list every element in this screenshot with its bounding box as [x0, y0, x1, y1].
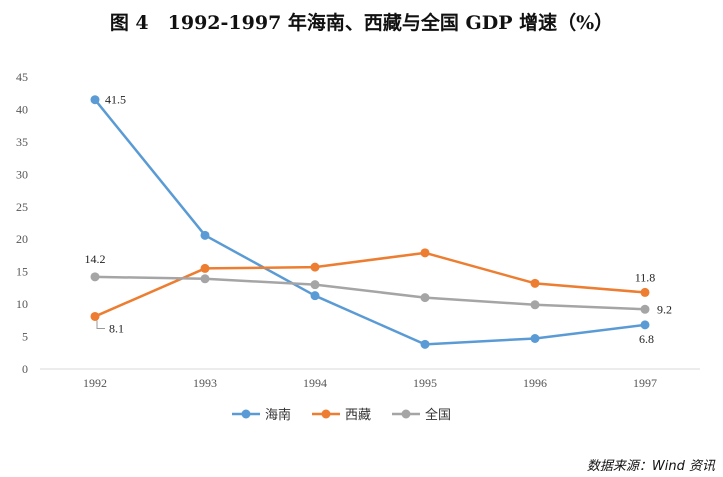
data-label: 8.1: [109, 321, 124, 335]
data-point: [200, 230, 210, 240]
x-tick-label: 1995: [413, 376, 437, 390]
legend[interactable]: 海南 西藏 全国: [232, 407, 451, 423]
source-note: 数据来源：Wind 资讯: [586, 459, 715, 474]
legend-marker: [401, 409, 411, 419]
series-line: [94, 275, 646, 311]
data-labels: 41.5 8.1 14.2 11.8 9.2 6.8: [85, 93, 673, 346]
y-tick-label: 10: [16, 297, 28, 311]
x-tick-label: 1997: [633, 376, 657, 390]
y-tick-label: 45: [16, 70, 28, 84]
data-label: 41.5: [105, 93, 126, 107]
data-point: [90, 311, 100, 321]
y-tick-label: 30: [16, 167, 28, 181]
legend-item[interactable]: 全国: [392, 407, 451, 423]
series-group: [90, 95, 650, 349]
data-point: [90, 95, 100, 105]
legend-label: 全国: [425, 407, 451, 423]
data-label: 9.2: [657, 302, 672, 316]
data-point: [530, 278, 540, 288]
x-tick-label: 1993: [193, 376, 217, 390]
data-point: [200, 274, 210, 284]
chart-title: 图 4 1992-1997 年海南、西藏与全国 GDP 增速（%）: [109, 12, 614, 34]
legend-label: 西藏: [345, 408, 371, 423]
series-line: [94, 251, 646, 318]
legend-label: 海南: [265, 407, 291, 423]
data-point: [200, 263, 210, 273]
y-tick-label: 0: [22, 362, 28, 376]
y-tick-label: 20: [16, 232, 28, 246]
data-point: [420, 248, 430, 258]
y-tick-label: 5: [22, 330, 28, 344]
data-point: [420, 339, 430, 349]
x-tick-label: 1994: [303, 376, 327, 390]
label-leader-line: [96, 320, 105, 329]
y-tick-label: 35: [16, 135, 28, 149]
legend-marker: [241, 409, 251, 419]
data-label: 6.8: [639, 332, 654, 346]
y-tick-label: 40: [16, 102, 28, 116]
series-line: [94, 98, 646, 346]
y-tick-label: 15: [16, 265, 28, 279]
data-point: [310, 291, 320, 301]
data-point: [640, 304, 650, 314]
data-point: [310, 280, 320, 290]
x-tick-label: 1992: [83, 376, 107, 390]
data-point: [420, 293, 430, 303]
data-label: 14.2: [85, 252, 106, 266]
y-axis: 0 5 10 15 20 25 30 35 40 45: [16, 70, 28, 376]
data-label: 11.8: [635, 270, 656, 284]
x-tick-label: 1996: [523, 376, 547, 390]
legend-item[interactable]: 海南: [232, 407, 291, 423]
legend-marker: [321, 409, 331, 419]
data-point: [310, 262, 320, 272]
data-point: [90, 272, 100, 282]
data-point: [530, 300, 540, 310]
legend-item[interactable]: 西藏: [312, 408, 371, 423]
data-point: [640, 320, 650, 330]
data-point: [530, 334, 540, 344]
data-point: [640, 287, 650, 297]
y-tick-label: 25: [16, 200, 28, 214]
x-axis: 1992 1993 1994 1995 1996 1997: [83, 376, 657, 390]
